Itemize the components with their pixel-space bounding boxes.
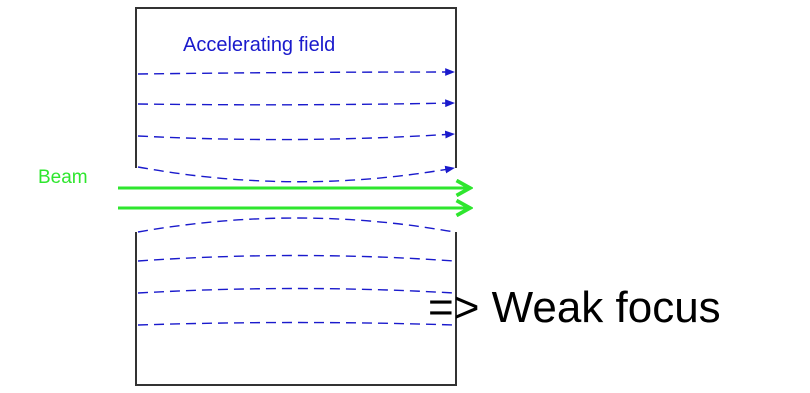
field-line bbox=[137, 321, 455, 326]
field-label: Accelerating field bbox=[183, 34, 335, 56]
field-line bbox=[137, 254, 455, 262]
field-line bbox=[137, 130, 455, 141]
lower-electrode bbox=[135, 232, 457, 386]
field-line bbox=[137, 99, 455, 108]
lower-field-lines bbox=[137, 217, 455, 326]
field-line bbox=[137, 165, 455, 183]
beam-label: Beam bbox=[38, 167, 88, 188]
beam-arrows bbox=[118, 188, 470, 208]
upper-electrode bbox=[135, 7, 457, 168]
field-line bbox=[137, 287, 455, 294]
upper-field-lines bbox=[137, 68, 455, 183]
field-line bbox=[137, 68, 455, 76]
conclusion-text: => Weak focus bbox=[428, 283, 721, 332]
field-line bbox=[137, 217, 455, 233]
